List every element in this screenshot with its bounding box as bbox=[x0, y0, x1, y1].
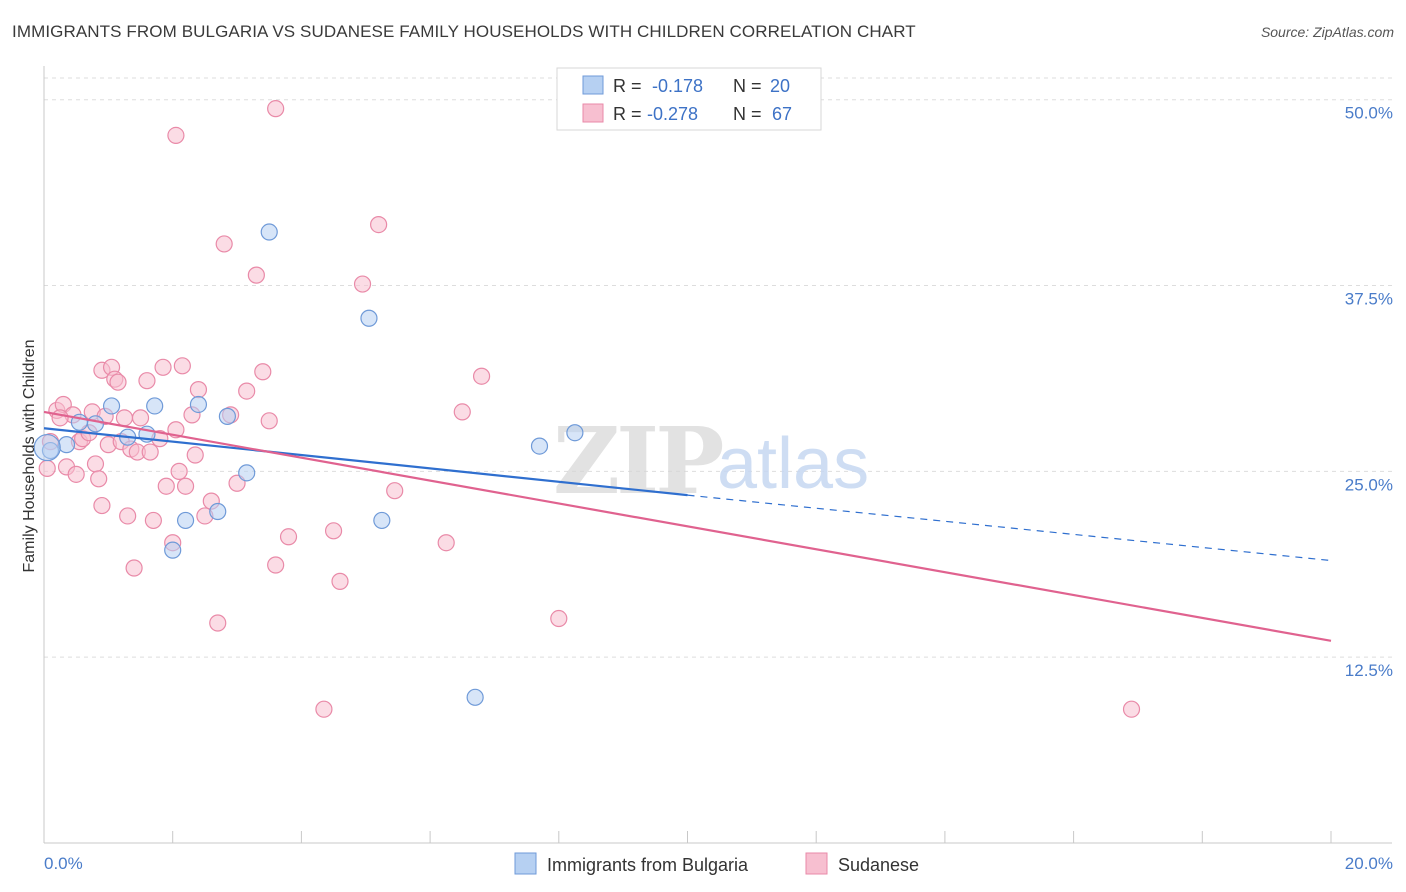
series-label-sudanese: Sudanese bbox=[838, 855, 919, 875]
grid-layer bbox=[44, 77, 1392, 658]
series-label-bulgaria: Immigrants from Bulgaria bbox=[547, 855, 749, 875]
watermark-zip: ZIP bbox=[553, 407, 722, 515]
bulgaria-point bbox=[209, 502, 227, 521]
sudanese-point bbox=[173, 357, 191, 375]
legend-n-value-2: 67 bbox=[772, 104, 792, 124]
bulgaria-trend-line bbox=[43, 427, 688, 497]
chart-title: IMMIGRANTS FROM BULGARIA VS SUDANESE FAM… bbox=[12, 22, 916, 41]
bulgaria-point bbox=[218, 407, 236, 425]
legend-r-value-1: -0.178 bbox=[652, 76, 703, 96]
correlation-legend: R = -0.178 N = 20 R = -0.278 N = 67 bbox=[556, 67, 822, 131]
watermark: ZIP atlas bbox=[553, 407, 869, 515]
bulgaria-point bbox=[164, 541, 182, 559]
sudanese-point bbox=[315, 700, 333, 718]
sudanese-point bbox=[144, 511, 162, 530]
y-tick-label: 37.5% bbox=[1345, 290, 1393, 309]
bulgaria-point bbox=[86, 415, 105, 433]
bulgaria-point bbox=[260, 223, 278, 241]
sudanese-trend-line bbox=[43, 410, 1332, 642]
sudanese-point bbox=[189, 381, 208, 399]
bulgaria-point bbox=[373, 511, 391, 530]
sudanese-point bbox=[324, 522, 343, 540]
legend-r-label-2: R = bbox=[613, 104, 642, 124]
y-tick-label: 12.5% bbox=[1345, 661, 1393, 680]
sudanese-point bbox=[38, 459, 56, 477]
sudanese-point bbox=[1122, 700, 1141, 718]
x-tick-label: 0.0% bbox=[44, 854, 83, 873]
sudanese-point bbox=[154, 358, 172, 376]
bulgaria-point bbox=[238, 464, 256, 482]
sudanese-point bbox=[86, 455, 105, 473]
legend-r-label-1: R = bbox=[613, 76, 642, 96]
sudanese-point bbox=[209, 614, 227, 632]
sudanese-point bbox=[472, 367, 491, 385]
sudanese-point bbox=[247, 266, 265, 284]
bulgaria-point bbox=[102, 397, 121, 415]
sudanese-point bbox=[453, 403, 471, 421]
watermark-atlas: atlas bbox=[717, 424, 869, 504]
sudanese-point bbox=[238, 382, 256, 400]
sudanese-point bbox=[353, 275, 372, 293]
sudanese-point bbox=[279, 528, 298, 546]
sudanese-point bbox=[90, 470, 108, 488]
legend-r-value-2: -0.278 bbox=[647, 104, 698, 124]
sudanese-point bbox=[93, 496, 111, 515]
sudanese-point bbox=[51, 409, 69, 427]
sudanese-point bbox=[370, 216, 388, 234]
sudanese-point bbox=[254, 363, 272, 381]
sudanese-point bbox=[67, 465, 85, 483]
series-swatch-bulgaria bbox=[514, 852, 537, 875]
bulgaria-point bbox=[360, 309, 378, 327]
sudanese-point bbox=[119, 507, 137, 525]
bulgaria-point bbox=[189, 395, 208, 414]
chart-source: Source: ZipAtlas.com bbox=[1260, 24, 1394, 40]
sudanese-point bbox=[550, 609, 568, 628]
sudanese-point bbox=[215, 235, 233, 253]
legend-n-label-1: N = bbox=[733, 76, 762, 96]
bulgaria-points bbox=[33, 223, 584, 706]
bulgaria-point bbox=[530, 437, 549, 455]
sudanese-point bbox=[267, 100, 285, 118]
legend-swatch-sudanese bbox=[582, 103, 604, 123]
sudanese-point bbox=[141, 443, 159, 461]
bulgaria-point bbox=[57, 436, 76, 454]
sudanese-point bbox=[386, 482, 404, 500]
legend-swatch-bulgaria bbox=[582, 75, 604, 95]
sudanese-point bbox=[267, 556, 285, 574]
sudanese-point bbox=[109, 373, 127, 391]
sudanese-point bbox=[260, 412, 278, 430]
bulgaria-point bbox=[176, 511, 195, 530]
sudanese-point bbox=[115, 409, 134, 427]
sudanese-point bbox=[138, 372, 156, 390]
axis-layer: 12.5% 25.0% 37.5% 50.0% 0.0% 20.0% bbox=[43, 66, 1393, 873]
bulgaria-point bbox=[33, 433, 61, 462]
y-tick-label: 25.0% bbox=[1345, 475, 1393, 494]
bulgaria-point bbox=[146, 397, 164, 415]
sudanese-point bbox=[131, 409, 150, 427]
bulgaria-point bbox=[566, 424, 584, 442]
series-legend: Immigrants from Bulgaria Sudanese bbox=[514, 852, 919, 875]
bulgaria-trend-extension bbox=[687, 494, 1332, 562]
sudanese-point bbox=[167, 126, 185, 145]
trend-layer bbox=[43, 410, 1332, 642]
sudanese-point bbox=[176, 477, 195, 495]
bulgaria-point bbox=[466, 688, 484, 706]
sudanese-point bbox=[331, 572, 349, 590]
sudanese-point bbox=[125, 559, 143, 577]
x-tick-label: 20.0% bbox=[1345, 854, 1393, 873]
sudanese-point bbox=[437, 534, 455, 552]
legend-n-value-1: 20 bbox=[770, 76, 790, 96]
y-tick-label: 50.0% bbox=[1345, 104, 1393, 123]
sudanese-point bbox=[186, 446, 204, 464]
sudanese-point bbox=[157, 477, 175, 495]
sudanese-point bbox=[170, 462, 188, 480]
legend-n-label-2: N = bbox=[733, 104, 762, 124]
series-swatch-sudanese bbox=[805, 852, 828, 875]
y-axis-label: Family Households with Children bbox=[21, 340, 38, 573]
